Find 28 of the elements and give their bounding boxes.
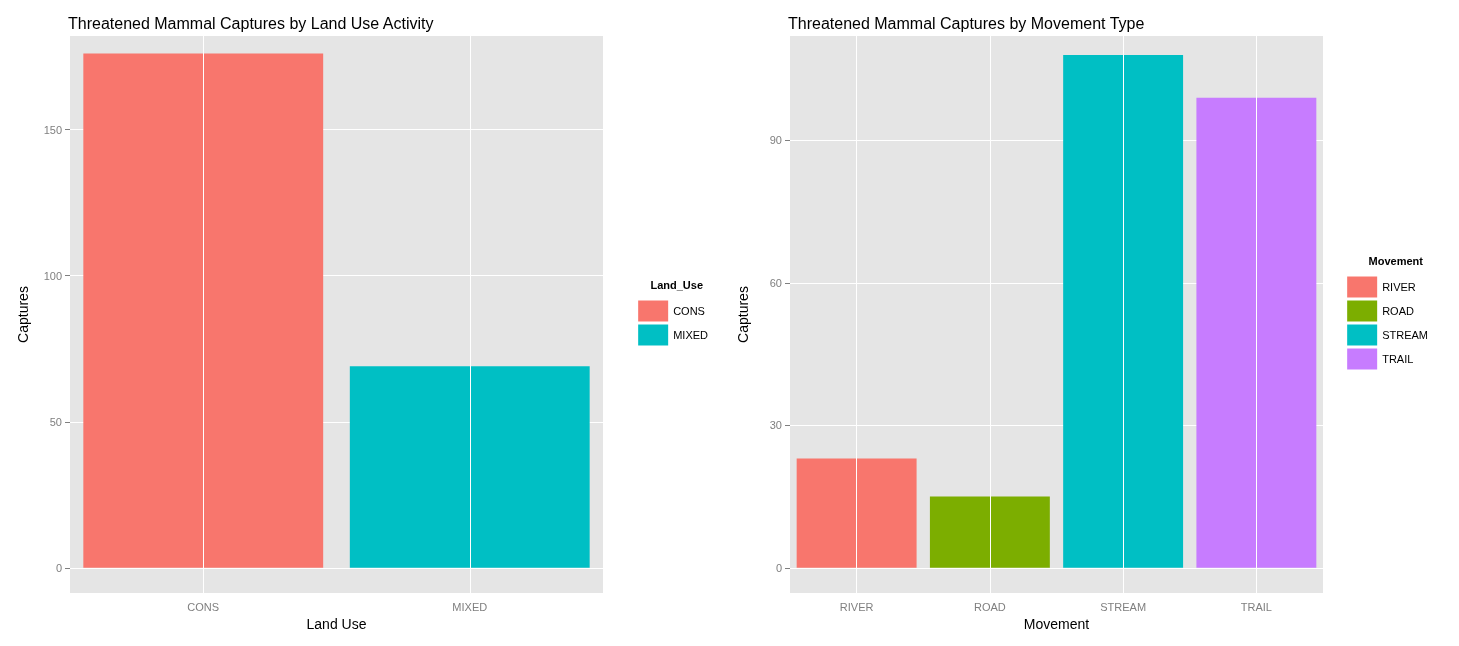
y-tick-label: 50 bbox=[49, 415, 62, 428]
chart-title: Threatened Mammal Captures by Movement Type bbox=[788, 14, 1145, 32]
y-tick-label: 0 bbox=[55, 561, 62, 574]
y-tick-label: 90 bbox=[769, 134, 782, 147]
legend-label: ROAD bbox=[1382, 305, 1414, 317]
y-tick-label: 0 bbox=[775, 561, 782, 574]
x-axis-title: Land Use bbox=[306, 615, 367, 632]
legend-label: STREAM bbox=[1382, 329, 1429, 341]
legend-label: CONS bbox=[673, 305, 705, 317]
x-tick-label: TRAIL bbox=[1240, 600, 1272, 613]
x-tick-label: MIXED bbox=[452, 600, 488, 613]
x-tick-label: ROAD bbox=[973, 600, 1006, 613]
y-tick-label: 60 bbox=[769, 276, 782, 289]
legend-label: TRAIL bbox=[1382, 353, 1414, 365]
x-tick-label: RIVER bbox=[839, 600, 874, 613]
y-axis-title: Captures bbox=[735, 286, 751, 343]
x-axis-title: Movement bbox=[1023, 615, 1090, 632]
y-tick-label: 100 bbox=[43, 269, 62, 282]
x-tick-label: STREAM bbox=[1100, 600, 1147, 613]
legend-label: MIXED bbox=[673, 329, 709, 341]
y-tick-label: 30 bbox=[769, 419, 782, 432]
legend-title: Movement bbox=[1368, 254, 1424, 267]
y-tick-label: 150 bbox=[43, 123, 62, 136]
legend-label: RIVER bbox=[1382, 281, 1416, 293]
chart-title: Threatened Mammal Captures by Land Use Activity bbox=[68, 14, 434, 32]
x-tick-label: CONS bbox=[187, 600, 220, 613]
legend-title: Land_Use bbox=[650, 278, 704, 291]
y-axis-title: Captures bbox=[15, 286, 31, 343]
